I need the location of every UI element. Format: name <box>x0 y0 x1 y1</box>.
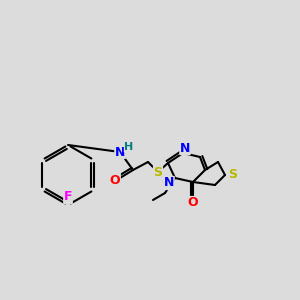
Text: N: N <box>164 176 174 190</box>
Text: H: H <box>124 142 134 152</box>
Text: N: N <box>180 142 190 154</box>
Text: O: O <box>110 173 120 187</box>
Text: O: O <box>188 196 198 209</box>
Text: S: S <box>154 166 163 178</box>
Text: S: S <box>229 169 238 182</box>
Text: F: F <box>64 190 72 203</box>
Text: N: N <box>115 146 125 158</box>
